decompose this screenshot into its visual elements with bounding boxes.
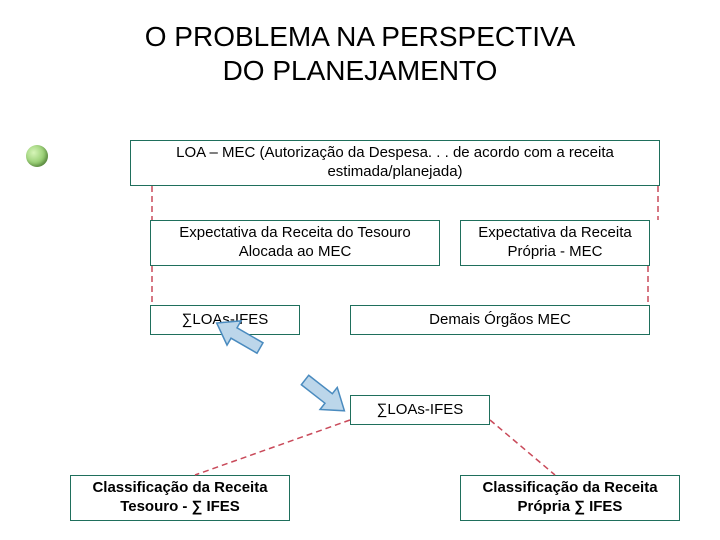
title-line-1: O PROBLEMA NA PERSPECTIVA [145,21,576,52]
box-demais-orgaos-label: Demais Órgãos MEC [429,311,571,330]
box-sum-loas-center-label: ∑LOAs-IFES [377,401,464,420]
box-expectativa-tesouro: Expectativa da Receita do Tesouro Alocad… [150,220,440,266]
bullet-icon [26,145,48,167]
title-line-2: DO PLANEJAMENTO [223,55,498,86]
box-expectativa-propria-label: Expectativa da Receita Própria - MEC [469,224,641,262]
box-expectativa-tesouro-label: Expectativa da Receita do Tesouro Alocad… [159,224,431,262]
box-classificacao-propria-label: Classificação da Receita Própria ∑ IFES [482,479,657,517]
box-classificacao-propria: Classificação da Receita Própria ∑ IFES [460,475,680,521]
page-title: O PROBLEMA NA PERSPECTIVA DO PLANEJAMENT… [0,0,720,87]
box-classificacao-tesouro-label: Classificação da Receita Tesouro - ∑ IFE… [92,479,267,517]
box-sum-loas-left: ∑LOAs-IFES [150,305,300,335]
box-expectativa-propria: Expectativa da Receita Própria - MEC [460,220,650,266]
box-demais-orgaos: Demais Órgãos MEC [350,305,650,335]
box-loa-label: LOA – MEC (Autorização da Despesa. . . d… [139,144,651,182]
box-sum-loas-center: ∑LOAs-IFES [350,395,490,425]
box-loa-mec: LOA – MEC (Autorização da Despesa. . . d… [130,140,660,186]
box-classificacao-tesouro: Classificação da Receita Tesouro - ∑ IFE… [70,475,290,521]
box-sum-loas-left-label: ∑LOAs-IFES [182,311,269,330]
